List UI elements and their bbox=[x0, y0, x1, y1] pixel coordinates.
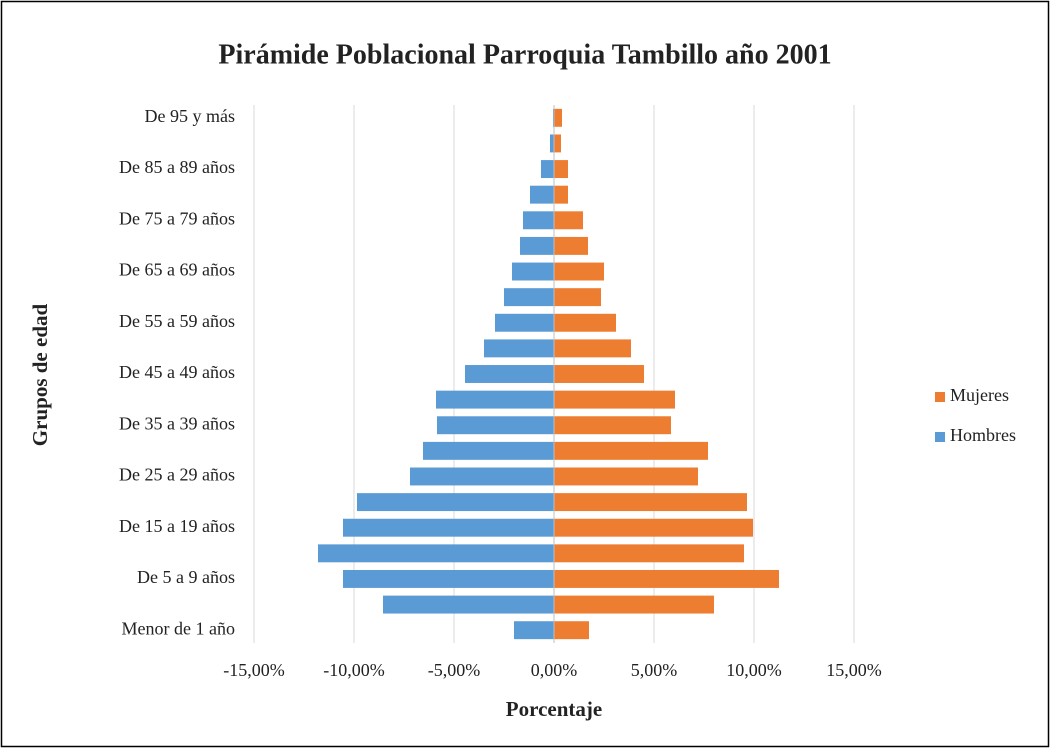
bar bbox=[410, 467, 554, 486]
bar bbox=[554, 544, 744, 563]
x-tick-label: -15,00% bbox=[223, 660, 285, 680]
bar bbox=[554, 441, 708, 460]
y-tick-label: De 5 a 9 años bbox=[137, 567, 235, 587]
bar bbox=[554, 262, 604, 281]
bar bbox=[343, 569, 554, 588]
chart-title: Pirámide Poblacional Parroquia Tambillo … bbox=[218, 39, 831, 70]
bar bbox=[423, 441, 554, 460]
y-tick-label: De 85 a 89 años bbox=[119, 157, 235, 177]
bar bbox=[554, 160, 568, 179]
bar bbox=[530, 185, 554, 204]
bar bbox=[520, 236, 554, 255]
y-tick-label: De 25 a 29 años bbox=[119, 465, 235, 485]
bar bbox=[554, 108, 562, 127]
y-tick-label: De 95 y más bbox=[145, 106, 235, 126]
bar bbox=[554, 493, 747, 512]
bar bbox=[554, 339, 631, 358]
bar bbox=[523, 211, 554, 230]
bar bbox=[550, 134, 554, 153]
bar bbox=[504, 288, 554, 307]
bar bbox=[318, 544, 554, 563]
bar bbox=[465, 365, 554, 383]
bar bbox=[554, 621, 589, 640]
x-tick-label: -10,00% bbox=[323, 660, 385, 680]
bar bbox=[357, 493, 554, 512]
bar bbox=[383, 595, 554, 614]
legend-label: Mujeres bbox=[950, 385, 1009, 405]
bar bbox=[554, 313, 616, 332]
bar bbox=[554, 211, 583, 230]
x-tick-label: 5,00% bbox=[631, 660, 678, 680]
x-tick-label: 0,00% bbox=[531, 660, 578, 680]
y-axis-title: Grupos de edad bbox=[28, 304, 52, 447]
y-tick-label: De 35 a 39 años bbox=[119, 413, 235, 433]
x-tick-label: 15,00% bbox=[826, 660, 882, 680]
y-tick-label: De 45 a 49 años bbox=[119, 362, 235, 382]
x-tick-label: 10,00% bbox=[726, 660, 782, 680]
bar bbox=[495, 313, 554, 332]
bar bbox=[554, 467, 698, 486]
bar bbox=[484, 339, 554, 358]
bar bbox=[554, 518, 753, 537]
bar bbox=[436, 390, 554, 409]
bar bbox=[554, 390, 675, 409]
bar bbox=[512, 262, 554, 281]
bar bbox=[437, 416, 554, 435]
bar bbox=[554, 185, 568, 204]
legend-label: Hombres bbox=[950, 425, 1016, 445]
y-tick-label: De 55 a 59 años bbox=[119, 311, 235, 331]
y-tick-label: De 65 a 69 años bbox=[119, 260, 235, 280]
legend-swatch bbox=[935, 432, 945, 442]
x-axis-title: Porcentaje bbox=[506, 697, 602, 721]
bar bbox=[343, 518, 554, 537]
bar bbox=[514, 621, 554, 640]
bar bbox=[554, 569, 779, 588]
bar bbox=[554, 595, 714, 614]
bar bbox=[554, 365, 644, 383]
bar bbox=[554, 134, 561, 153]
bar bbox=[541, 160, 554, 179]
y-tick-label: De 75 a 79 años bbox=[119, 208, 235, 228]
x-tick-label: -5,00% bbox=[428, 660, 481, 680]
y-tick-label: De 15 a 19 años bbox=[119, 516, 235, 536]
bar bbox=[554, 416, 671, 435]
legend-swatch bbox=[935, 392, 945, 402]
y-tick-label: Menor de 1 año bbox=[122, 618, 235, 638]
bar bbox=[554, 236, 588, 255]
bar bbox=[554, 288, 601, 307]
